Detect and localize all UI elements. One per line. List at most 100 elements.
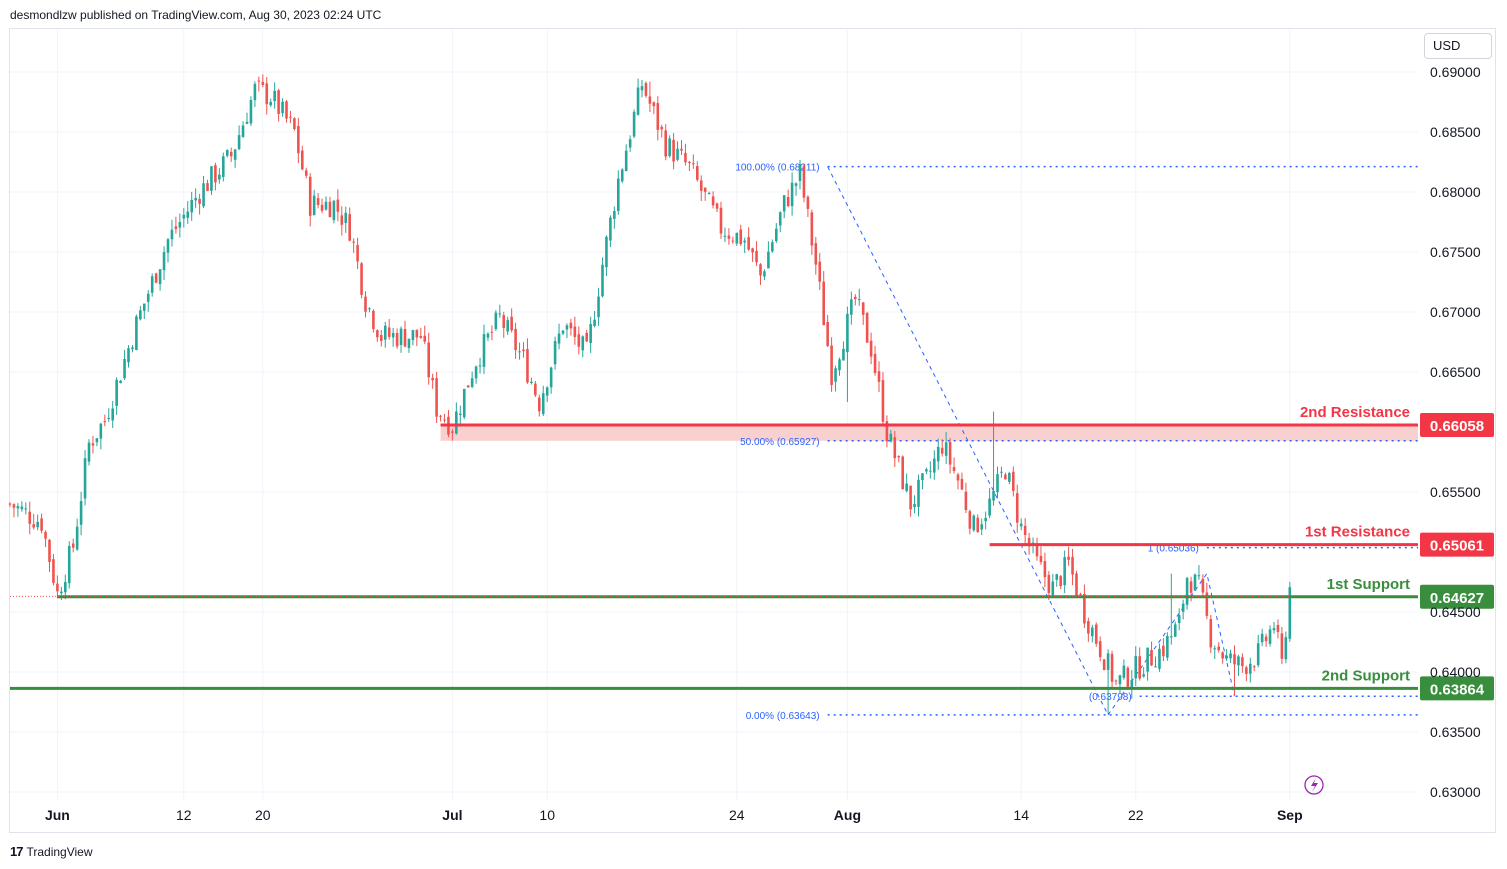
currency-selector[interactable]: USD — [1424, 33, 1492, 59]
candle-body — [1154, 666, 1157, 668]
candle-body — [846, 313, 849, 353]
candle-body — [1059, 576, 1062, 587]
candle-body — [1102, 659, 1106, 671]
candle-body — [1150, 649, 1153, 666]
candle-body — [526, 349, 529, 383]
candle-body — [233, 149, 237, 160]
candle-body — [1019, 523, 1023, 527]
candle-body — [1055, 574, 1059, 580]
resistance-zone — [440, 425, 1418, 441]
candle-body — [241, 125, 245, 138]
extra-layer — [10, 595, 1324, 795]
footer[interactable]: 17 TradingView — [10, 844, 93, 859]
candle-body — [925, 469, 928, 472]
candle-body — [174, 226, 178, 230]
candle-body — [751, 248, 754, 253]
candle-body — [95, 438, 99, 443]
candle-body — [143, 303, 146, 311]
candle-body — [451, 431, 454, 433]
candle-body — [668, 138, 671, 157]
candle-body — [352, 241, 355, 243]
candle-body — [1079, 593, 1082, 595]
candle-body — [1039, 555, 1043, 563]
lightning-icon — [1304, 775, 1324, 795]
candle-body — [514, 328, 517, 351]
candle-body — [545, 387, 549, 396]
x-tick-label: Jul — [442, 807, 462, 823]
candle-body — [561, 330, 565, 334]
candle-body — [1181, 603, 1185, 612]
candle-body — [893, 437, 897, 459]
candle-body — [1280, 633, 1284, 659]
candle-body — [166, 239, 170, 253]
candle-body — [1284, 637, 1288, 660]
candle-body — [605, 236, 608, 268]
candle-body — [332, 200, 336, 221]
candle-body — [111, 408, 114, 421]
candle-body — [692, 163, 695, 165]
candle-body — [269, 101, 272, 106]
candle-body — [1000, 471, 1003, 473]
candle-body — [91, 443, 95, 446]
candle-body — [549, 367, 553, 388]
candle-body — [202, 183, 205, 207]
candle-body — [597, 296, 600, 318]
candle-body — [1162, 645, 1165, 657]
candle-body — [1098, 641, 1102, 658]
candle-body — [1015, 493, 1019, 523]
candle-body — [842, 348, 845, 361]
candle-body — [79, 501, 83, 525]
candle-body — [992, 491, 995, 501]
candle-body — [980, 524, 983, 530]
candle-body — [834, 368, 837, 382]
candle-body — [881, 380, 885, 422]
candle-body — [1241, 657, 1244, 667]
candle-body — [719, 207, 723, 234]
candle-body — [585, 332, 588, 342]
candle-body — [1288, 587, 1292, 639]
candle-body — [1091, 627, 1094, 637]
candle-body — [486, 333, 490, 338]
candle-body — [1197, 575, 1201, 577]
candle-body — [778, 212, 782, 226]
candle-body — [28, 511, 32, 524]
candle-body — [1138, 656, 1141, 679]
candle-body — [632, 111, 636, 137]
candle-body — [1256, 643, 1260, 666]
candle-body — [1209, 619, 1213, 648]
candle-body — [60, 591, 63, 594]
candle-body — [482, 334, 486, 367]
candle-body — [443, 419, 446, 421]
candle-body — [593, 319, 596, 327]
candle-body — [755, 250, 758, 263]
candle-body — [640, 86, 644, 91]
candle-body — [356, 245, 359, 262]
candle-body — [324, 201, 328, 210]
candle-body — [656, 103, 660, 130]
candle-body — [972, 515, 976, 531]
candle-body — [1272, 628, 1276, 631]
candle-body — [929, 470, 932, 472]
candle-body — [459, 413, 462, 415]
candle-body — [735, 232, 739, 244]
candle-body — [1170, 636, 1173, 638]
candle-body — [948, 441, 952, 465]
candle-body — [814, 243, 818, 265]
y-tick-label: 0.68000 — [1430, 184, 1481, 200]
candle-body — [439, 415, 442, 417]
candle-body — [984, 517, 987, 522]
candle-body — [8, 503, 12, 505]
candle-body — [731, 240, 735, 242]
x-tick-label: 22 — [1128, 807, 1144, 823]
candle-body — [636, 87, 640, 115]
y-tick-label: 0.66500 — [1430, 364, 1481, 380]
candle-body — [194, 197, 197, 201]
candle-body — [889, 433, 893, 442]
candle-body — [743, 240, 746, 243]
candle-body — [411, 330, 415, 340]
candle-body — [1043, 561, 1047, 578]
candle-body — [976, 517, 980, 533]
candle-body — [64, 581, 67, 593]
candle-body — [865, 312, 869, 343]
